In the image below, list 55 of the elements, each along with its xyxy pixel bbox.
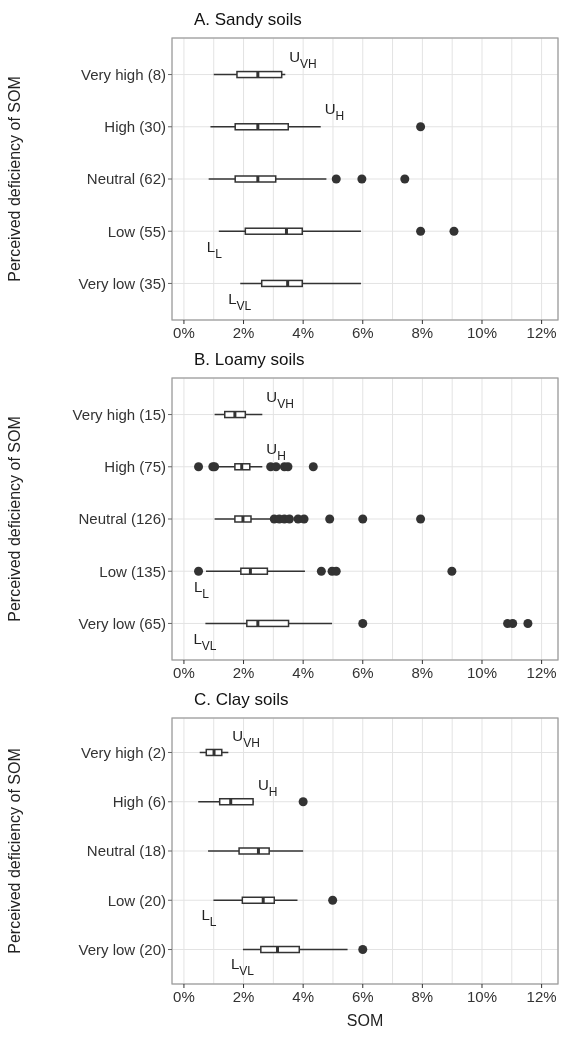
annotation: U$_{VH}$ <box>289 47 317 72</box>
annotation: L$_{VL}$ <box>193 630 217 654</box>
x-tick-label: 10% <box>466 988 498 1005</box>
x-tick-label: 8% <box>411 988 434 1005</box>
x-axis-title: SOM <box>345 1012 385 1030</box>
x-tick-label: 2% <box>232 324 255 341</box>
x-tick-label: 12% <box>526 664 557 681</box>
x-tick-label: 2% <box>232 988 255 1005</box>
chart-title: B. Loamy soils <box>193 349 306 371</box>
annotation: L$_{L}$ <box>206 237 223 262</box>
x-tick-label: 0% <box>173 664 195 681</box>
y-tick-label: Very high (15) <box>72 405 166 423</box>
x-tick-label: 0% <box>173 324 195 341</box>
annotation: U$_{H}$ <box>257 775 278 800</box>
x-tick-label: 0% <box>173 988 195 1005</box>
y-axis-title: Perceived deficiency of SOM <box>5 416 23 622</box>
y-axis-title: Perceived deficiency of SOM <box>5 76 23 282</box>
y-tick-label: High (6) <box>112 793 166 811</box>
annotation: U$_{H}$ <box>266 440 286 464</box>
x-tick-label: 2% <box>232 664 255 681</box>
y-tick-label: Neutral (62) <box>86 170 166 188</box>
annotation: L$_{VL}$ <box>228 290 252 314</box>
y-axis-title: Perceived deficiency of SOM <box>5 748 23 954</box>
y-tick-label: Very low (35) <box>78 274 166 292</box>
x-tick-label: 8% <box>411 324 434 341</box>
x-tick-label: 6% <box>351 324 374 341</box>
x-tick-label: 10% <box>466 324 498 341</box>
y-tick-label: High (75) <box>104 458 166 476</box>
x-tick-label: 10% <box>466 664 498 681</box>
y-tick-label: Low (135) <box>99 562 166 580</box>
x-tick-label: 4% <box>292 324 314 341</box>
x-tick-label: 4% <box>292 664 314 681</box>
annotation: U$_{H}$ <box>324 100 345 124</box>
chart-title: A. Sandy soils <box>193 9 303 31</box>
x-tick-label: 6% <box>351 664 374 681</box>
y-tick-label: Very low (65) <box>78 614 166 632</box>
y-tick-label: Very high (2) <box>80 743 166 761</box>
y-tick-label: Low (55) <box>107 222 166 240</box>
annotation: L$_{VL}$ <box>230 955 255 979</box>
x-tick-label: 12% <box>526 324 557 341</box>
x-tick-label: 4% <box>292 988 314 1005</box>
y-tick-label: High (30) <box>104 118 166 136</box>
y-tick-label: Neutral (18) <box>86 842 166 860</box>
annotation: U$_{VH}$ <box>232 726 260 750</box>
y-tick-label: Very low (20) <box>78 940 166 958</box>
y-tick-label: Neutral (126) <box>78 510 166 528</box>
x-tick-label: 12% <box>526 988 557 1005</box>
x-tick-label: 8% <box>411 664 434 681</box>
y-tick-label: Low (20) <box>107 891 166 909</box>
y-tick-label: Very high (8) <box>80 65 166 83</box>
annotation: L$_{L}$ <box>193 577 210 602</box>
chart-title: C. Clay soils <box>193 689 290 711</box>
annotation: L$_{L}$ <box>201 905 217 930</box>
x-tick-label: 6% <box>351 988 374 1005</box>
annotation: U$_{VH}$ <box>266 387 294 412</box>
